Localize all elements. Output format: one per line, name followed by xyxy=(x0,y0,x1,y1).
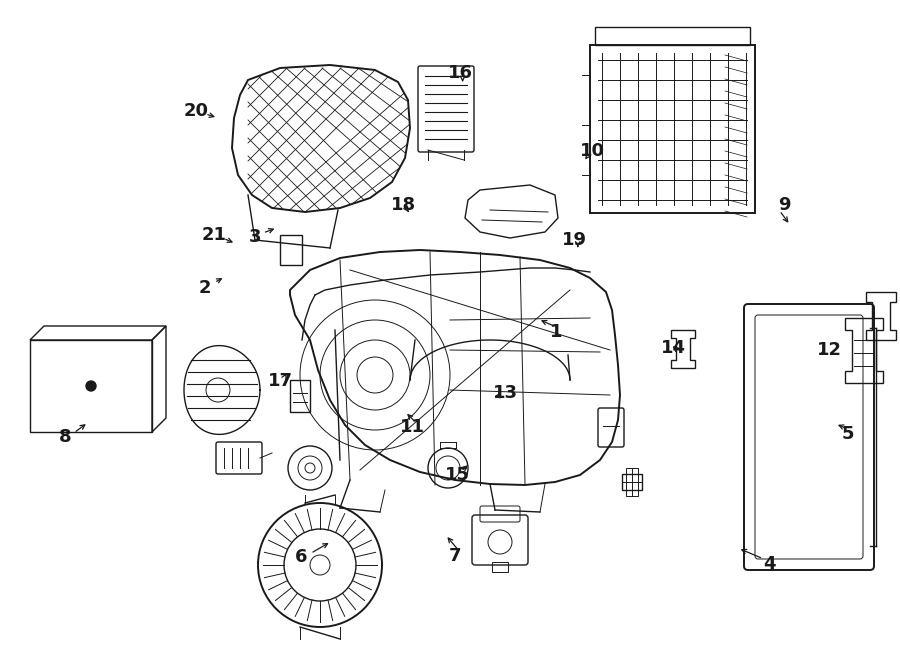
Text: 2: 2 xyxy=(199,279,212,297)
Text: 6: 6 xyxy=(295,548,308,567)
Text: 4: 4 xyxy=(763,555,776,573)
Text: 10: 10 xyxy=(580,142,605,160)
Bar xyxy=(492,562,508,572)
Text: 16: 16 xyxy=(448,64,473,82)
Bar xyxy=(280,235,302,265)
Text: 8: 8 xyxy=(58,428,71,446)
Text: 21: 21 xyxy=(202,226,227,244)
Bar xyxy=(290,380,310,412)
Text: 20: 20 xyxy=(184,102,209,120)
Text: 1: 1 xyxy=(550,323,562,342)
Bar xyxy=(595,27,750,45)
Text: 5: 5 xyxy=(842,424,854,443)
Text: 15: 15 xyxy=(445,466,470,485)
Text: 18: 18 xyxy=(391,196,416,214)
Text: 3: 3 xyxy=(248,228,261,246)
Text: 11: 11 xyxy=(400,418,425,436)
Text: 9: 9 xyxy=(778,196,791,214)
Text: 13: 13 xyxy=(493,384,518,402)
Bar xyxy=(626,468,638,496)
Text: 12: 12 xyxy=(817,340,842,359)
Text: 17: 17 xyxy=(268,371,293,390)
Bar xyxy=(30,340,152,432)
Text: 14: 14 xyxy=(661,339,686,357)
Bar xyxy=(590,45,755,213)
Text: 7: 7 xyxy=(448,547,461,565)
Text: 19: 19 xyxy=(562,230,587,249)
Bar xyxy=(622,474,642,490)
Circle shape xyxy=(86,381,96,391)
